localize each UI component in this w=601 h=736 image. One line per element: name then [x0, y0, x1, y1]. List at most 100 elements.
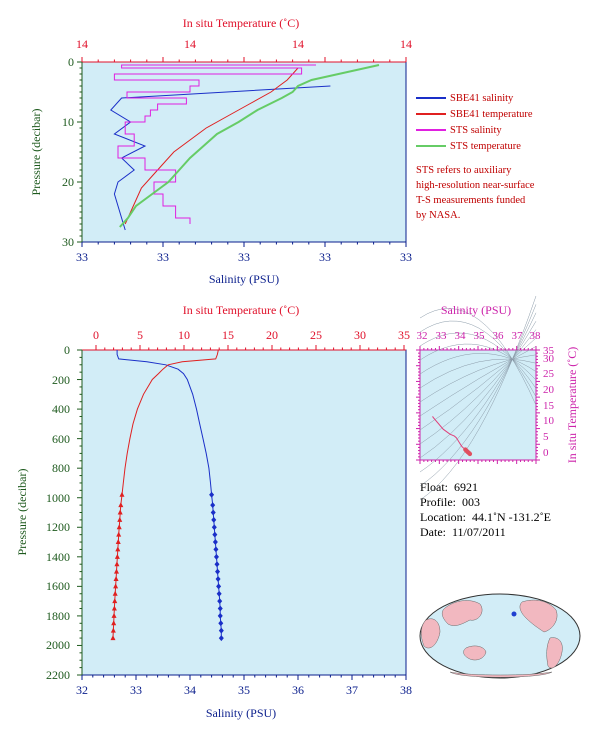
ts-density-contour [419, 337, 537, 431]
bottom-salinity-point [216, 590, 222, 597]
bottom-panel-ticks [77, 345, 407, 680]
float-info: Float: 6921 Profile: 003 Location: 44.1˚N -… [420, 480, 551, 540]
top-pressure-tick-1: 0 [68, 55, 74, 69]
bottom-panel: In situ Temperature (˚C) Salinity (PSU) … [15, 303, 412, 720]
ts-sal-tick-35: 35 [474, 330, 486, 342]
bottom-temp-tick-15: 15 [222, 328, 234, 342]
float-row: Float: 6921 [420, 480, 551, 495]
bottom-sal-tick-37: 37 [346, 683, 358, 697]
ts-density-contour [419, 343, 537, 381]
bottom-salinity-point [211, 524, 217, 531]
ts-density-contour [419, 332, 537, 389]
bottom-pressure-tick-800: 800 [52, 461, 70, 475]
bottom-salinity-point [217, 612, 223, 619]
top-sts-salinity-line [113, 64, 316, 224]
bottom-salinity-point [212, 531, 218, 538]
legend-label: SBE41 temperature [450, 108, 533, 120]
bottom-salinity-point [215, 575, 221, 582]
legend-label: STS temperature [450, 140, 521, 152]
ts-sal-tick-34: 34 [455, 330, 467, 342]
bottom-temperature-point [119, 491, 125, 497]
ts-density-contour [419, 329, 537, 445]
ts-temp-tick-25: 25 [543, 368, 555, 380]
legend-swatch [416, 97, 446, 99]
top-sal-tick-5: 33 [400, 250, 412, 264]
bottom-salinity-point [210, 509, 216, 516]
top-pressure-axis-label: Pressure (decibar) [29, 109, 43, 196]
bottom-salinity-point [218, 627, 224, 634]
map-land-antarctica [449, 671, 553, 678]
ts-sal-tick-33: 33 [436, 330, 448, 342]
ts-density-contour [419, 320, 537, 397]
bottom-temperature-point [114, 561, 120, 567]
ts-panel: Salinity (PSU) In situ Temperature (˚C) … [416, 295, 579, 501]
bottom-temp-tick-35: 35 [398, 328, 410, 342]
bottom-salinity-point [216, 583, 222, 590]
ts-panel-series [432, 416, 473, 457]
profile-label: Profile: [420, 495, 456, 509]
bottom-salinity-point [214, 561, 220, 568]
ts-temp-tick-5: 5 [543, 431, 549, 443]
ts-density-contour [419, 353, 537, 375]
top-temp-tick-4: 14 [400, 37, 412, 51]
ts-panel-ticks [416, 346, 540, 464]
ts-sal-tick-37: 37 [512, 330, 524, 342]
bottom-temp-axis-label: In situ Temperature (˚C) [183, 303, 300, 317]
location-value: 44.1˚N -131.2˚E [471, 510, 551, 524]
location-label: Location: [420, 510, 466, 524]
bottom-pressure-tick-1400: 1400 [46, 550, 70, 564]
ts-point [467, 451, 473, 457]
bottom-temp-tick-30: 30 [354, 328, 366, 342]
bottom-sal-tick-35: 35 [238, 683, 250, 697]
bottom-temperature-point [117, 509, 123, 515]
legend-swatch [416, 145, 446, 147]
legend-item-sts-salinity: STS salinity [416, 122, 533, 138]
ts-sal-axis-label: Salinity (PSU) [441, 303, 511, 317]
bottom-temp-tick-5: 5 [137, 328, 143, 342]
bottom-pressure-tick-400: 400 [52, 402, 70, 416]
top-temp-axis-label: In situ Temperature (˚C) [183, 16, 300, 30]
profile-row: Profile: 003 [420, 495, 551, 510]
bottom-salinity-point [213, 546, 219, 553]
map-land-australia [463, 645, 487, 661]
bottom-temperature-point [114, 568, 120, 574]
bottom-temperature-point [110, 635, 116, 641]
ts-density-contour [419, 295, 537, 501]
ts-density-contour [419, 346, 537, 417]
ts-temp-tick-15: 15 [543, 400, 555, 412]
bottom-panel-series [110, 349, 224, 642]
bottom-temperature-point [116, 524, 122, 530]
bottom-temperature-point [115, 539, 121, 545]
float-value: 6921 [454, 480, 479, 494]
bottom-temperature-point [114, 553, 120, 559]
bottom-sal-tick-33: 33 [130, 683, 142, 697]
date-row: Date: 11/07/2011 [420, 525, 551, 540]
ts-density-contour [419, 354, 537, 403]
top-panel-ticks [77, 57, 407, 247]
bottom-pressure-tick-600: 600 [52, 432, 70, 446]
ts-temp-tick-10: 10 [543, 415, 555, 427]
location-row: Location: 44.1˚N -131.2˚E [420, 510, 551, 525]
bottom-temperature-point [118, 502, 124, 508]
date-label: Date: [420, 525, 446, 539]
legend-swatch [416, 113, 446, 115]
bottom-temperature-point [113, 575, 119, 581]
bottom-salinity-point [212, 539, 218, 546]
bottom-pressure-tick-2000: 2000 [46, 638, 70, 652]
top-temp-tick-3: 14 [292, 37, 304, 51]
legend-item-sbe41-salinity: SBE41 salinity [416, 90, 533, 106]
top-pressure-tick-4: 30 [62, 235, 74, 249]
bottom-temperature-point [115, 546, 121, 552]
ts-density-contour [419, 308, 537, 406]
sts-note-line: STS refers to auxiliary [416, 165, 512, 176]
bottom-sal-tick-34: 34 [184, 683, 196, 697]
bottom-salinity-point [209, 491, 215, 498]
bottom-sal-tick-36: 36 [292, 683, 304, 697]
bottom-salinity-point [215, 568, 221, 575]
ts-density-contour [419, 321, 537, 459]
top-temp-tick-1: 14 [76, 37, 88, 51]
bottom-salinity-point [217, 605, 223, 612]
bottom-salinity-point [211, 516, 217, 523]
profile-value: 003 [462, 495, 480, 509]
